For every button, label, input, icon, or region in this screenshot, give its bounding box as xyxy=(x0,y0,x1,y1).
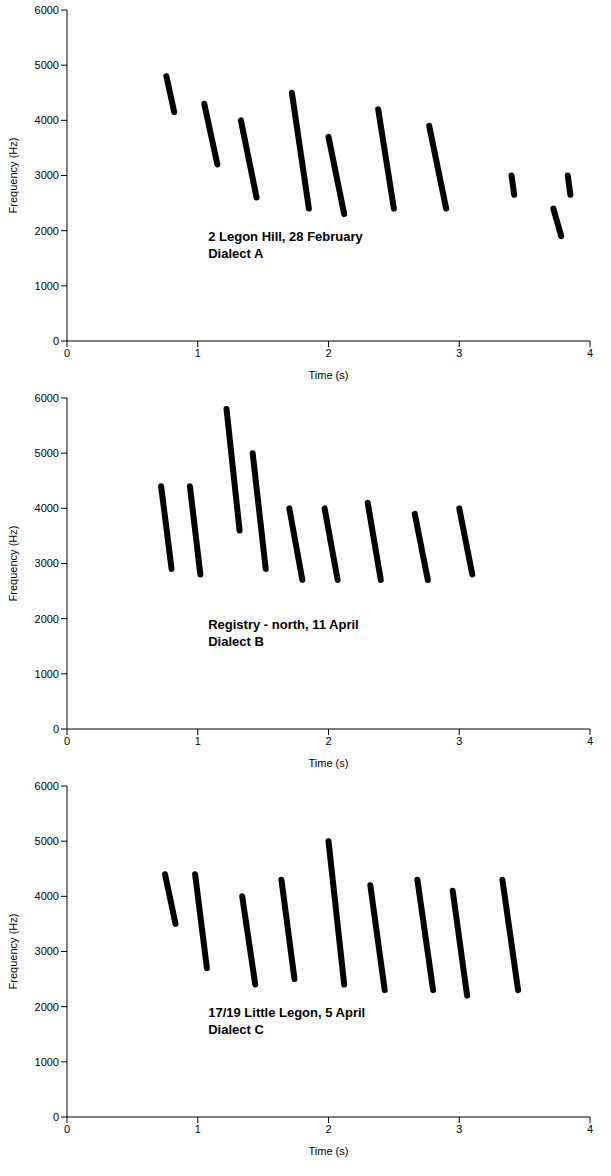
html-text:17/19 Little Legon, 5 April: 17/19 Little Legon, 5 April xyxy=(208,1005,366,1021)
svg-text:2000: 2000 xyxy=(35,225,59,237)
svg-text:4000: 4000 xyxy=(35,502,59,514)
svg-text:Time (s): Time (s) xyxy=(309,757,349,769)
svg-text:6000: 6000 xyxy=(35,392,59,404)
svg-text:Frequency (Hz): Frequency (Hz) xyxy=(7,914,19,990)
svg-text:6000: 6000 xyxy=(35,780,59,792)
svg-text:2: 2 xyxy=(325,1123,331,1135)
svg-text:0: 0 xyxy=(53,723,59,735)
svg-text:3000: 3000 xyxy=(35,169,59,181)
svg-text:5000: 5000 xyxy=(35,835,59,847)
svg-text:2000: 2000 xyxy=(35,1001,59,1013)
svg-text:2: 2 xyxy=(325,347,331,359)
svg-text:0: 0 xyxy=(53,1111,59,1123)
svg-text:6000: 6000 xyxy=(35,4,59,16)
svg-text:4: 4 xyxy=(587,735,593,747)
svg-text:4: 4 xyxy=(587,1123,593,1135)
html-text:2 Legon Hill, 28 February: 2 Legon Hill, 28 February xyxy=(208,229,363,245)
svg-text:3000: 3000 xyxy=(35,945,59,957)
svg-text:5000: 5000 xyxy=(35,59,59,71)
svg-text:0: 0 xyxy=(64,1123,70,1135)
svg-text:1000: 1000 xyxy=(35,668,59,680)
svg-text:5000: 5000 xyxy=(35,447,59,459)
svg-text:Time (s): Time (s) xyxy=(309,369,349,381)
html-text:Dialect A: Dialect A xyxy=(208,246,264,262)
svg-text:1: 1 xyxy=(195,1123,201,1135)
svg-text:Time (s): Time (s) xyxy=(309,1145,349,1157)
html-text:Dialect C: Dialect C xyxy=(208,1022,264,1038)
svg-text:4: 4 xyxy=(587,347,593,359)
svg-text:4000: 4000 xyxy=(35,890,59,902)
svg-text:Frequency (Hz): Frequency (Hz) xyxy=(7,138,19,214)
svg-text:1000: 1000 xyxy=(35,1056,59,1068)
svg-text:4000: 4000 xyxy=(35,114,59,126)
svg-text:3: 3 xyxy=(456,1123,462,1135)
svg-text:Frequency (Hz): Frequency (Hz) xyxy=(7,526,19,602)
svg-text:0: 0 xyxy=(64,347,70,359)
svg-text:3: 3 xyxy=(456,347,462,359)
html-text:Dialect B: Dialect B xyxy=(208,634,264,650)
svg-text:3000: 3000 xyxy=(35,557,59,569)
html-text:Registry - north, 11 April: Registry - north, 11 April xyxy=(208,617,359,633)
svg-text:1: 1 xyxy=(195,347,201,359)
svg-text:1000: 1000 xyxy=(35,280,59,292)
svg-text:1: 1 xyxy=(195,735,201,747)
svg-text:0: 0 xyxy=(53,335,59,347)
svg-text:3: 3 xyxy=(456,735,462,747)
svg-text:2: 2 xyxy=(325,735,331,747)
svg-text:0: 0 xyxy=(64,735,70,747)
svg-text:2000: 2000 xyxy=(35,613,59,625)
